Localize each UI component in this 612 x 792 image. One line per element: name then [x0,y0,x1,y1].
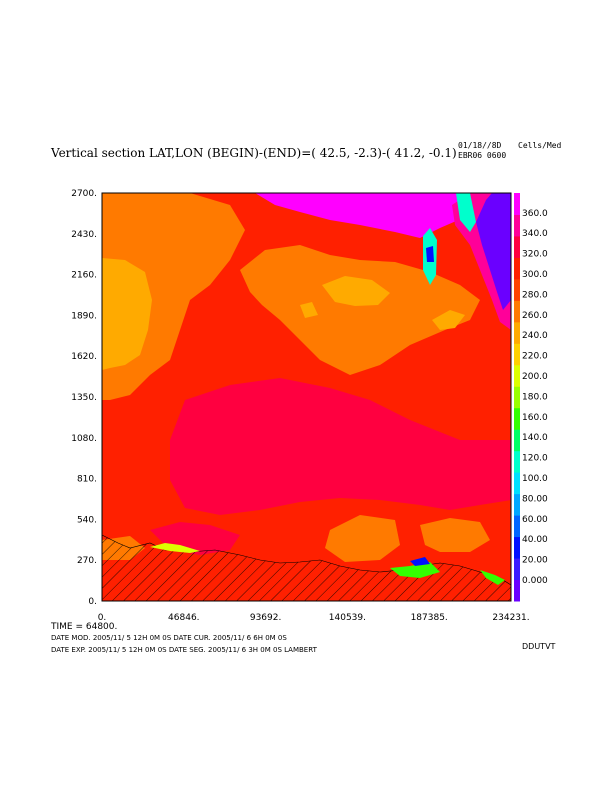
colorbar-swatch [514,429,520,452]
date-line-1: DATE MOD. 2005/11/ 5 12H 0M 0S DATE CUR.… [51,634,287,642]
field-center-crimson [170,378,511,515]
colorbar-swatch [514,558,520,581]
field-top-right-cyan-band [456,193,476,232]
colorbar-swatch [514,214,520,237]
colorbar-label: 160.0 [522,413,548,423]
colorbar-label: 100.0 [522,474,548,484]
y-tick-label: 540. [77,515,97,525]
colorbar-label: 320.0 [522,250,548,260]
colorbar-label: 140.0 [522,433,548,443]
y-tick-label: 2430. [71,230,97,240]
colorbar-swatch [514,536,520,559]
colorbar-label: 220.0 [522,352,548,362]
x-tick-label: 234231. [492,613,529,623]
x-tick-label: 46846. [168,613,200,623]
field-left-yellow [102,258,152,370]
field-lower-orange-1 [325,515,400,562]
time-label: TIME = 64800. [51,622,118,632]
field-central-yellow-2 [432,310,465,330]
y-tick-label: 1890. [71,311,97,321]
x-tick-label: 0. [98,613,107,623]
colorbar-label: 280.0 [522,290,548,300]
y-tick-label: 1350. [71,393,97,403]
colorbar-label: 240.0 [522,331,548,341]
header-run-code: EBR06 0600 [458,151,507,160]
colorbar-label: 60.00 [522,515,548,525]
colorbar-label: 20.00 [522,556,548,566]
header-date: 01/18//8D [458,141,502,150]
colorbar-label: 40.00 [522,535,548,545]
colorbar-label: 360.0 [522,209,548,219]
colorbar-swatch [514,386,520,409]
field-ground-blue [410,557,430,566]
colorbar-label: 260.0 [522,311,548,321]
field-central-orange [240,245,480,375]
colorbar-label: 0.000 [522,576,548,586]
colorbar-swatch [514,257,520,280]
y-tick-label: 1080. [71,434,97,444]
colorbar-label: 80.00 [522,494,548,504]
colorbar-label: 300.0 [522,270,548,280]
colorbar-swatch [514,515,520,538]
field-top-right-purple [476,193,511,310]
field-ground-green-2 [480,570,505,585]
field-central-yellow-1 [322,276,390,306]
colorbar-swatch [514,235,520,258]
colorbar: 0.000 20.00 40.00 60.00 80.00 100.0 120.0 140.0… [514,193,548,602]
colorbar-swatch [514,407,520,430]
x-tick-label: 140539. [329,613,366,623]
colorbar-label: 180.0 [522,392,548,402]
field-lower-orange-2 [420,518,490,552]
field-central-yellow-3 [300,302,318,318]
field-ground-green-1 [390,562,440,578]
colorbar-label: 200.0 [522,372,548,382]
colorbar-swatch [514,193,520,215]
colorbar-swatch [514,579,520,602]
y-tick-label: 2700. [71,189,97,199]
plot-frame [101,192,512,602]
colorbar-swatch [514,321,520,344]
x-tick-label: 187385. [411,613,448,623]
colorbar-swatch [514,278,520,301]
y-tick-label: 270. [77,556,97,566]
colorbar-label: 340.0 [522,229,548,239]
header-units: Cells/Med [518,141,562,150]
colorbar-swatch [514,364,520,387]
variable-code: DDUTVT [522,642,556,651]
colorbar-swatch [514,493,520,516]
colorbar-label: 120.0 [522,454,548,464]
colorbar-swatch [514,472,520,495]
field-narrow-blue-core [426,246,434,262]
colorbar-swatch [514,343,520,366]
y-tick-label: 0. [88,597,97,607]
x-tick-label: 93692. [250,613,282,623]
date-line-2: DATE EXP. 2005/11/ 5 12H 0M 0S DATE SEG.… [51,646,317,654]
colorbar-swatch [514,450,520,473]
y-tick-label: 810. [77,475,97,485]
y-tick-label: 2160. [71,271,97,281]
field-area [102,193,511,601]
field-ground-yellow-1 [150,543,200,553]
page-title: Vertical section LAT,LON (BEGIN)-(END)=(… [51,146,457,160]
field-top-magenta [255,193,470,238]
y-tick-label: 1620. [71,352,97,362]
axis-ticks: 0. 270. 540. 810. 1080. 1350. 1620. 1890. 2160. 2… [71,189,529,623]
colorbar-swatch [514,300,520,323]
